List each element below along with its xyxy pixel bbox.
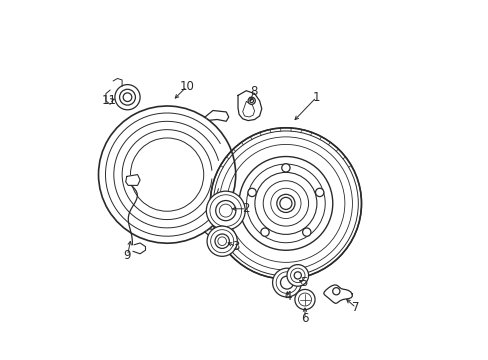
Text: 3: 3 <box>232 240 240 253</box>
Circle shape <box>286 265 308 286</box>
Circle shape <box>98 106 235 243</box>
Circle shape <box>206 226 237 256</box>
Circle shape <box>272 268 301 297</box>
Circle shape <box>281 164 289 172</box>
Circle shape <box>332 288 339 295</box>
Text: 11: 11 <box>102 94 117 107</box>
Text: 9: 9 <box>123 249 131 262</box>
Circle shape <box>315 188 323 197</box>
Text: 7: 7 <box>352 301 359 314</box>
Polygon shape <box>238 91 261 121</box>
Circle shape <box>123 93 132 102</box>
Polygon shape <box>125 175 140 185</box>
Text: 5: 5 <box>300 276 307 289</box>
Circle shape <box>215 234 229 248</box>
Circle shape <box>249 99 253 103</box>
Circle shape <box>279 197 291 210</box>
Circle shape <box>206 191 244 230</box>
Circle shape <box>115 85 140 110</box>
Text: 8: 8 <box>249 85 257 98</box>
Circle shape <box>276 194 294 212</box>
Circle shape <box>280 276 293 289</box>
Circle shape <box>215 201 235 221</box>
Text: 6: 6 <box>301 312 308 325</box>
Text: 4: 4 <box>284 291 291 303</box>
Circle shape <box>260 228 268 236</box>
Circle shape <box>294 289 314 310</box>
Polygon shape <box>242 102 254 117</box>
Text: 2: 2 <box>242 202 249 215</box>
Text: 1: 1 <box>312 91 320 104</box>
Circle shape <box>120 89 135 105</box>
Circle shape <box>294 272 301 279</box>
Circle shape <box>247 188 256 197</box>
Circle shape <box>302 228 310 236</box>
Text: 10: 10 <box>179 80 194 93</box>
Polygon shape <box>323 285 352 303</box>
Circle shape <box>210 128 361 279</box>
Circle shape <box>247 97 255 104</box>
